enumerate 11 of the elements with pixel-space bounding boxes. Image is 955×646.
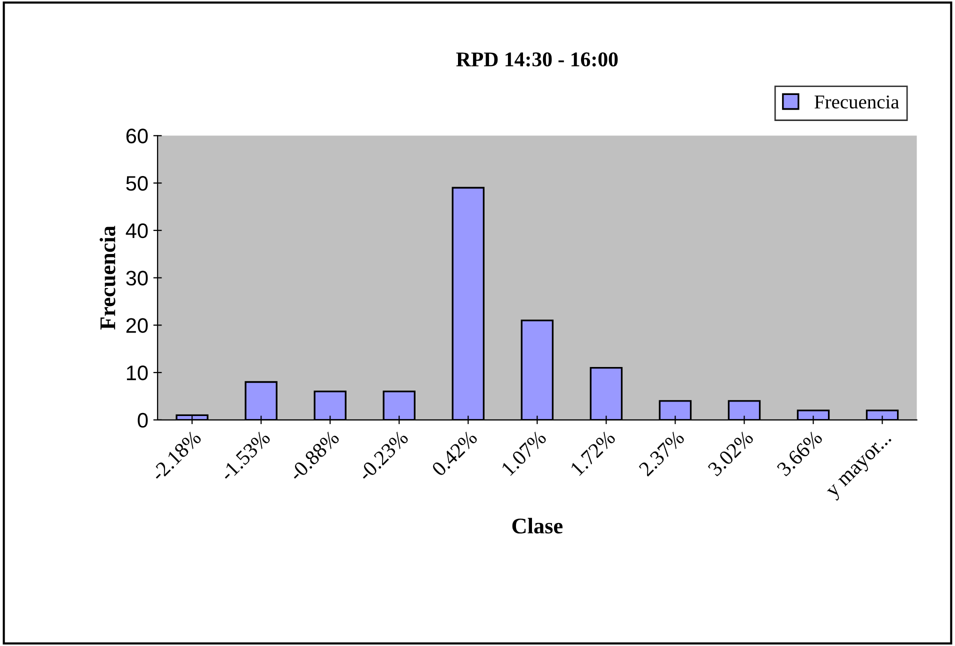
y-tick-label: 10	[126, 366, 148, 380]
y-tick-label: 30	[126, 270, 148, 286]
y-tick-label: 0	[138, 412, 148, 428]
x-axis-title: Clase	[512, 518, 563, 534]
y-axis-title: Frecuencia	[100, 226, 116, 330]
legend-label: Frecuencia	[814, 95, 900, 109]
chart-title: RPD 14:30 - 16:00	[456, 52, 618, 67]
y-tick-label: 20	[126, 318, 148, 333]
y-tick-label: 50	[126, 176, 148, 191]
y-tick-label: 60	[126, 128, 148, 144]
y-tick-label: 40	[126, 223, 148, 238]
